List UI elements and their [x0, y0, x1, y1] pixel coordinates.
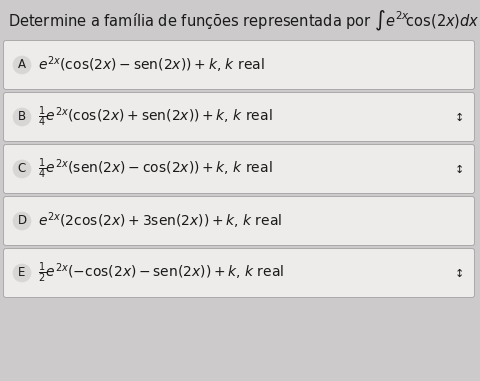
FancyBboxPatch shape: [3, 248, 475, 298]
Text: Determine a família de funções representada por $\int e^{2x}\!\cos(2x)dx$: Determine a família de funções represent…: [8, 9, 480, 33]
Text: $\frac{1}{4}e^{2x}(\mathrm{sen}(2x) - \cos(2x)) + k$, $k$ real: $\frac{1}{4}e^{2x}(\mathrm{sen}(2x) - \c…: [38, 157, 273, 181]
Circle shape: [13, 160, 31, 178]
Text: $\updownarrow$: $\updownarrow$: [453, 267, 464, 279]
Text: B: B: [18, 110, 26, 123]
FancyBboxPatch shape: [3, 144, 475, 194]
Text: E: E: [18, 266, 26, 280]
Text: $\updownarrow$: $\updownarrow$: [453, 111, 464, 123]
Circle shape: [13, 108, 31, 126]
Text: $\updownarrow$: $\updownarrow$: [453, 163, 464, 175]
FancyBboxPatch shape: [3, 197, 475, 245]
Circle shape: [13, 56, 31, 74]
Text: C: C: [18, 163, 26, 176]
Text: $\frac{1}{4}e^{2x}(\cos(2x) + \mathrm{sen}(2x)) + k$, $k$ real: $\frac{1}{4}e^{2x}(\cos(2x) + \mathrm{se…: [38, 105, 273, 129]
FancyBboxPatch shape: [3, 93, 475, 141]
FancyBboxPatch shape: [3, 40, 475, 90]
Text: D: D: [17, 215, 26, 227]
Text: A: A: [18, 59, 26, 72]
Text: $e^{2x}(\cos(2x) - \mathrm{sen}(2x)) + k$, $k$ real: $e^{2x}(\cos(2x) - \mathrm{sen}(2x)) + k…: [38, 55, 264, 75]
Text: $e^{2x}(2\cos(2x) + 3\mathrm{sen}(2x)) + k$, $k$ real: $e^{2x}(2\cos(2x) + 3\mathrm{sen}(2x)) +…: [38, 211, 282, 231]
Circle shape: [13, 212, 31, 230]
Circle shape: [13, 264, 31, 282]
Text: $\frac{1}{2}e^{2x}(-\cos(2x) - \mathrm{sen}(2x)) + k$, $k$ real: $\frac{1}{2}e^{2x}(-\cos(2x) - \mathrm{s…: [38, 261, 284, 285]
